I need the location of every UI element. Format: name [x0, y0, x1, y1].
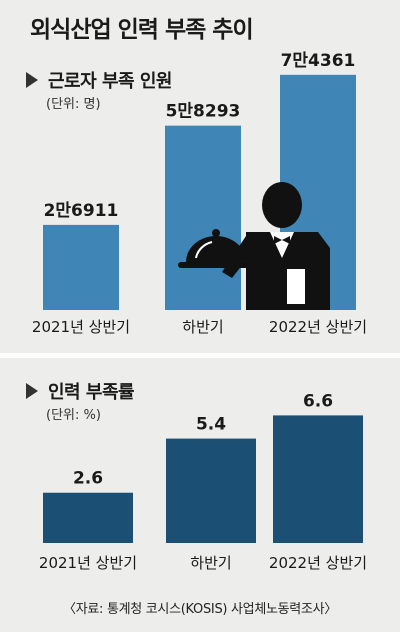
bar-2 — [165, 125, 241, 311]
chart-title: 외식산업 인력 부족 추이 — [30, 17, 254, 43]
value-label-3: 7만4361 — [281, 51, 356, 71]
section-header-rate: 인력 부족률 — [26, 378, 135, 404]
value-label-2: 5만8293 — [166, 102, 241, 122]
shortage-unit-label: (단위: 명) — [46, 97, 101, 112]
section-divider — [0, 353, 400, 358]
rate-unit-label: (단위: %) — [46, 408, 101, 423]
source-note: 〈자료: 통계청 코시스(KOSIS) 사업체노동력조사〉 — [63, 602, 337, 617]
waiter-icon — [222, 182, 330, 310]
rate-chart-title: 인력 부족률 — [48, 382, 135, 403]
value-label-1: 2.6 — [73, 469, 103, 489]
triangle-marker-icon — [26, 72, 38, 88]
category-label-1: 2021년 상반기 — [39, 554, 137, 572]
value-label-1: 2만6911 — [44, 201, 119, 221]
value-label-3: 6.6 — [303, 391, 333, 411]
bar-2 — [166, 438, 256, 543]
bar-1 — [43, 492, 133, 543]
cloche-icon — [178, 229, 254, 268]
bar-1 — [43, 224, 119, 310]
bar-3 — [273, 415, 363, 543]
shortage-bar-chart: 2만6911 2021년 상반기 5만8293 하반기 7만4361 2022년 상반기 — [32, 51, 367, 336]
category-label-1: 2021년 상반기 — [32, 318, 130, 336]
rate-bar-chart: 2.6 2021년 상반기 5.4 하반기 6.6 2022년 상반기 — [39, 391, 367, 572]
category-label-2: 하반기 — [182, 318, 223, 336]
category-label-3: 2022년 상반기 — [269, 554, 367, 572]
shortage-chart-title: 근로자 부족 인원 — [48, 71, 172, 92]
triangle-marker-icon — [26, 383, 38, 399]
section-header-shortage: 근로자 부족 인원 — [26, 67, 172, 93]
category-label-3: 2022년 상반기 — [269, 318, 367, 336]
value-label-2: 5.4 — [196, 415, 226, 435]
category-label-2: 하반기 — [190, 554, 231, 572]
